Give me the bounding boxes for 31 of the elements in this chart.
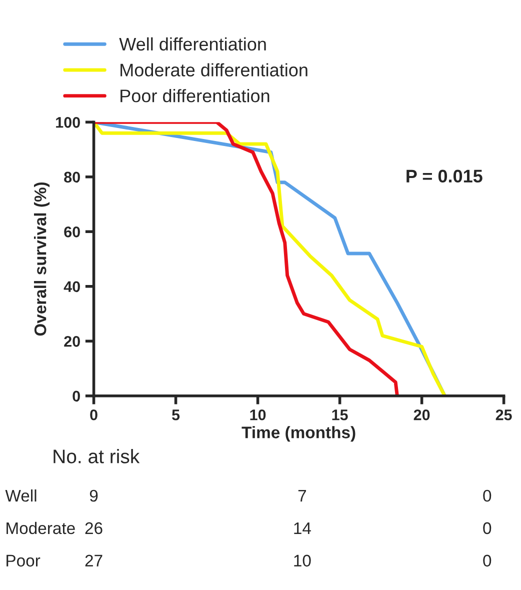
text: 0 <box>483 522 492 534</box>
y-tick-label: 80 <box>64 172 80 183</box>
y-axis-title: Overall survival (%) <box>34 182 50 336</box>
x-tick-label: 10 <box>250 409 266 420</box>
x-axis-title: Time (months) <box>242 426 356 442</box>
text: 10 <box>294 554 311 567</box>
text: 7 <box>298 490 306 502</box>
text: 14 <box>294 522 311 534</box>
legend-label: Well differentiation <box>119 37 266 51</box>
y-tick-label: 100 <box>56 117 80 128</box>
legend-label: Poor differentiation <box>120 89 270 102</box>
y-tick-label: 60 <box>64 226 80 238</box>
text: 0 <box>483 554 492 567</box>
annotation: P = 0.015 <box>406 170 482 183</box>
text: Poor <box>6 554 40 567</box>
x-tick-label: 15 <box>332 410 348 420</box>
text: 0 <box>483 490 492 502</box>
x-tick-label: 0 <box>90 409 98 420</box>
x-tick-label: 5 <box>172 410 180 420</box>
y-tick-label: 20 <box>64 336 80 347</box>
text: 27 <box>85 554 102 566</box>
text: 26 <box>85 522 102 534</box>
legend-label: Moderate differentiation <box>120 63 308 76</box>
x-tick-label: 25 <box>496 409 512 420</box>
text: Well <box>5 489 36 502</box>
text: No. at risk <box>54 449 140 464</box>
y-tick-label: 40 <box>64 281 80 292</box>
text: 9 <box>90 490 98 502</box>
y-tick-label: 0 <box>72 390 80 402</box>
text: Moderate <box>6 522 75 534</box>
x-tick-label: 20 <box>414 409 430 420</box>
